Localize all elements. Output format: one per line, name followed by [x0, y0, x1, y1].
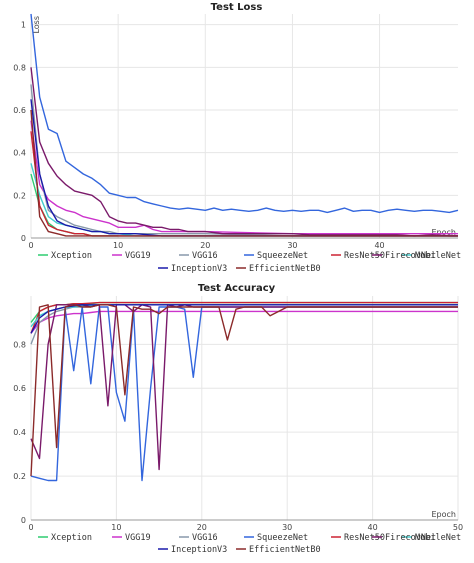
y-tick-label: 1 — [21, 21, 26, 30]
legend-item-resnet50[interactable]: ResNet50 — [331, 533, 385, 543]
legend-label: MobileNet — [415, 251, 461, 261]
x-tick-label: 0 — [28, 523, 33, 532]
series-line-vgg19 — [30, 310, 458, 334]
series-line-inceptionv3 — [30, 99, 458, 237]
y-tick-label: 0.2 — [13, 472, 26, 481]
y-tick-label: 0.2 — [13, 191, 26, 200]
y-tick-label: 0 — [21, 516, 26, 525]
legend-item-inceptionv3[interactable]: InceptionV3 — [158, 545, 227, 555]
series-line-firecovnet — [30, 304, 458, 471]
x-tick-label: 30 — [287, 241, 297, 250]
legend-item-efficientnetb0[interactable]: EfficientNetB0 — [236, 545, 321, 555]
legend-item-squeezenet[interactable]: SqueezeNet — [244, 533, 308, 543]
legend-label: VGG19 — [125, 251, 151, 261]
legend-item-firecovnet[interactable]: FirecovNet — [372, 533, 436, 543]
series-line-inceptionv3 — [30, 304, 458, 334]
legend-item-vgg16[interactable]: VGG16 — [179, 251, 218, 261]
legend-label: EfficientNetB0 — [249, 264, 321, 274]
legend-label: InceptionV3 — [171, 264, 227, 274]
x-tick-label: 40 — [368, 523, 378, 532]
series-line-mobilenet — [30, 304, 458, 328]
x-tick-label: 40 — [374, 241, 384, 250]
legend-label: Xception — [51, 533, 92, 543]
legend-item-vgg16[interactable]: VGG16 — [179, 533, 218, 543]
legend-item-firecovnet[interactable]: FirecovNet — [372, 251, 436, 261]
x-tick-label: 20 — [200, 241, 210, 250]
legend-item-xception[interactable]: Xception — [38, 533, 92, 543]
y-tick-label: 0.4 — [13, 428, 26, 437]
chart-test-accuracy: Test Accuracy 0 0.2 0.4 0.6 0.8 0 10 20 30 40 50 Epo… — [13, 283, 463, 555]
series-line-vgg16 — [30, 84, 458, 237]
legend-label: FirecovNet — [385, 251, 436, 261]
x-tick-label: 10 — [113, 241, 123, 250]
x-tick-label: 0 — [28, 241, 33, 250]
series-line-mobilenet — [30, 163, 458, 237]
legend-label: ResNet50 — [344, 533, 385, 543]
legend-item-squeezenet[interactable]: SqueezeNet — [244, 251, 308, 261]
legend-item-vgg19[interactable]: VGG19 — [112, 251, 151, 261]
legend-label: VGG19 — [125, 533, 151, 543]
series-line-squeezenet — [30, 13, 459, 214]
legend-label: FirecovNet — [385, 533, 436, 543]
legend-item-mobilenet[interactable]: MobileNet — [402, 533, 461, 543]
legend-label: Xception — [51, 251, 92, 261]
y-tick-label: 0 — [21, 234, 26, 243]
y-tick-label: 0.6 — [13, 384, 26, 393]
series-line-efficientnetb0 — [30, 304, 458, 477]
x-axis-label: Epoch — [432, 228, 457, 237]
x-tick-label: 20 — [197, 523, 207, 532]
y-axis-label: Loss — [32, 16, 41, 34]
legend-label: SqueezeNet — [257, 533, 308, 543]
legend-label: VGG16 — [192, 251, 218, 261]
y-tick-label: 0.8 — [13, 340, 26, 349]
legend-item-xception[interactable]: Xception — [38, 251, 92, 261]
legend-item-vgg19[interactable]: VGG19 — [112, 533, 151, 543]
legend-item-inceptionv3[interactable]: InceptionV3 — [158, 264, 227, 274]
x-axis-label: Epoch — [432, 510, 457, 519]
y-tick-label: 0.4 — [13, 149, 26, 158]
x-tick-label: 10 — [111, 523, 121, 532]
series-line-vgg19 — [30, 120, 458, 235]
y-tick-label: 0.8 — [13, 63, 26, 72]
x-tick-label: 30 — [282, 523, 292, 532]
y-tick-label: 0.6 — [13, 106, 26, 115]
legend-label: MobileNet — [415, 533, 461, 543]
legend-label: EfficientNetB0 — [249, 545, 321, 555]
series-line-efficientnetb0 — [30, 109, 458, 237]
series-line-resnet50 — [30, 301, 458, 334]
series-line-squeezenet — [30, 306, 458, 482]
legend-label: VGG16 — [192, 533, 218, 543]
legend-item-mobilenet[interactable]: MobileNet — [402, 251, 461, 261]
series-line-firecovnet — [30, 67, 458, 237]
legend-label: InceptionV3 — [171, 545, 227, 555]
chart-title: Test Accuracy — [198, 283, 276, 294]
legend-item-efficientnetb0[interactable]: EfficientNetB0 — [236, 264, 321, 274]
legend-label: ResNet50 — [344, 251, 385, 261]
x-tick-label: 50 — [453, 523, 463, 532]
chart-title: Test Loss — [211, 2, 263, 13]
legend-item-resnet50[interactable]: ResNet50 — [331, 251, 385, 261]
legend-label: SqueezeNet — [257, 251, 308, 261]
